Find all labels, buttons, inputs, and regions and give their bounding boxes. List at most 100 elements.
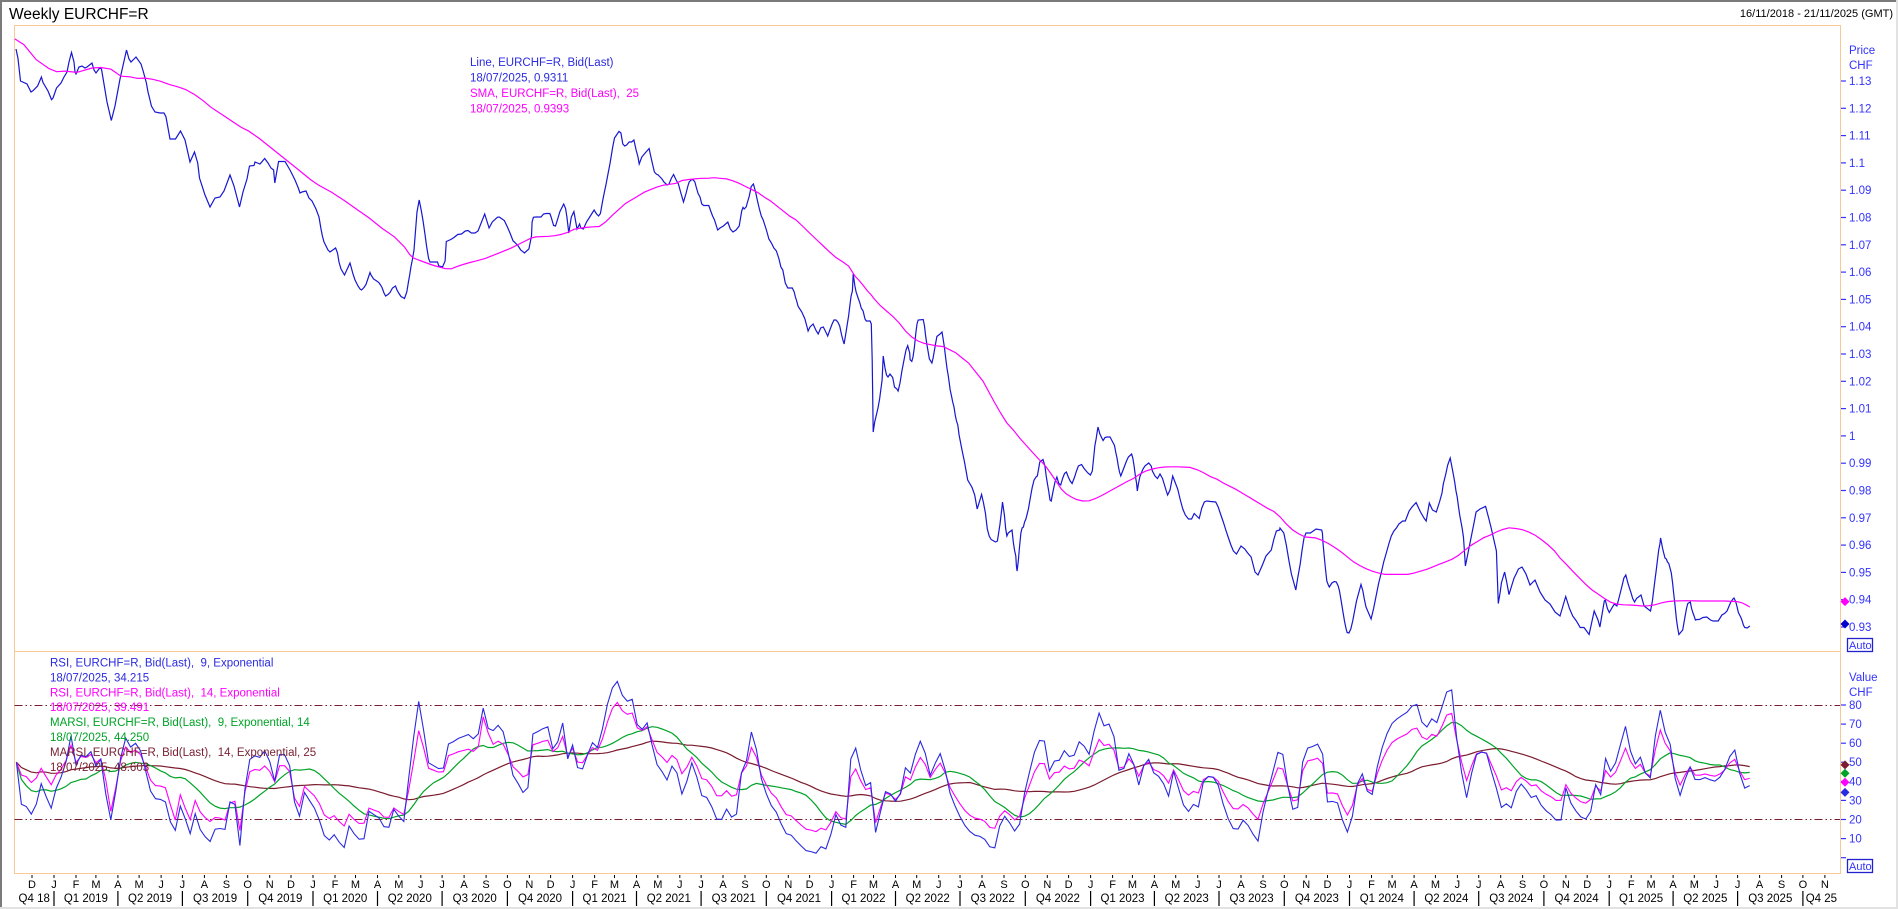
svg-text:J: J — [1476, 879, 1482, 891]
svg-text:D: D — [806, 879, 814, 891]
svg-text:18/07/2025, 0.9311: 18/07/2025, 0.9311 — [470, 73, 568, 85]
svg-text:S: S — [1000, 879, 1007, 891]
svg-text:Q2 2025: Q2 2025 — [1683, 893, 1727, 905]
svg-text:J: J — [439, 879, 445, 891]
svg-text:A: A — [1410, 879, 1418, 891]
svg-text:D: D — [1065, 879, 1073, 891]
svg-text:Q3 2024: Q3 2024 — [1489, 893, 1534, 905]
svg-text:M: M — [610, 879, 619, 891]
svg-text:A: A — [114, 879, 122, 891]
svg-text:1.03: 1.03 — [1849, 349, 1871, 361]
svg-text:1.12: 1.12 — [1849, 103, 1871, 115]
svg-text:1.08: 1.08 — [1849, 213, 1871, 225]
svg-text:F: F — [1368, 879, 1375, 891]
svg-text:N: N — [784, 879, 792, 891]
svg-text:F: F — [1109, 879, 1116, 891]
svg-text:50: 50 — [1849, 757, 1862, 769]
svg-text:O: O — [1280, 879, 1289, 891]
svg-text:Q1 2021: Q1 2021 — [583, 893, 627, 905]
svg-text:RSI, EURCHF=R, Bid(Last), 14,: RSI, EURCHF=R, Bid(Last), 14, Exponentia… — [50, 687, 280, 699]
svg-text:Q1 2019: Q1 2019 — [64, 893, 108, 905]
svg-text:Q4 18: Q4 18 — [19, 893, 50, 905]
svg-text:Q4 2021: Q4 2021 — [777, 893, 821, 905]
svg-text:M: M — [1690, 879, 1699, 891]
svg-text:CHF: CHF — [1849, 60, 1873, 72]
svg-text:20: 20 — [1849, 815, 1862, 827]
svg-text:Q1 2020: Q1 2020 — [323, 893, 367, 905]
svg-text:M: M — [912, 879, 921, 891]
svg-text:N: N — [525, 879, 533, 891]
svg-text:A: A — [633, 879, 641, 891]
svg-text:M: M — [1128, 879, 1137, 891]
svg-text:18/07/2025, 0.9393: 18/07/2025, 0.9393 — [470, 104, 569, 116]
svg-text:Q2 2022: Q2 2022 — [906, 893, 950, 905]
svg-text:J: J — [158, 879, 164, 891]
svg-text:J: J — [1714, 879, 1720, 891]
svg-text:1.06: 1.06 — [1849, 267, 1871, 279]
svg-text:0.97: 0.97 — [1849, 513, 1871, 525]
svg-text:M: M — [1171, 879, 1180, 891]
svg-text:S: S — [1778, 879, 1785, 891]
svg-text:SMA, EURCHF=R, Bid(Last), 25: SMA, EURCHF=R, Bid(Last), 25 — [470, 88, 639, 100]
svg-text:A: A — [1237, 879, 1245, 891]
svg-text:18/07/2025, 39.491: 18/07/2025, 39.491 — [50, 702, 149, 714]
svg-text:Weekly EURCHF=R: Weekly EURCHF=R — [9, 6, 149, 23]
svg-text:M: M — [394, 879, 403, 891]
svg-text:Q1 2022: Q1 2022 — [841, 893, 885, 905]
svg-text:D: D — [287, 879, 295, 891]
svg-text:A: A — [201, 879, 209, 891]
svg-text:D: D — [1583, 879, 1591, 891]
svg-text:MARSI, EURCHF=R, Bid(Last), 1: MARSI, EURCHF=R, Bid(Last), 14, Exponent… — [50, 747, 316, 759]
svg-text:Q3 2020: Q3 2020 — [453, 893, 497, 905]
svg-text:M: M — [1431, 879, 1440, 891]
svg-text:0.96: 0.96 — [1849, 540, 1871, 552]
svg-text:Line, EURCHF=R, Bid(Last): Line, EURCHF=R, Bid(Last) — [470, 57, 614, 69]
svg-text:1.13: 1.13 — [1849, 76, 1871, 88]
svg-text:1: 1 — [1849, 431, 1855, 443]
svg-text:A: A — [719, 879, 727, 891]
svg-text:1.05: 1.05 — [1849, 294, 1871, 306]
svg-text:70: 70 — [1849, 719, 1862, 731]
svg-text:M: M — [869, 879, 878, 891]
svg-text:O: O — [1799, 879, 1808, 891]
svg-text:1.1: 1.1 — [1849, 158, 1865, 170]
svg-text:O: O — [762, 879, 771, 891]
svg-text:18/07/2025, 44.250: 18/07/2025, 44.250 — [50, 732, 149, 744]
svg-text:N: N — [1821, 879, 1829, 891]
svg-text:A: A — [1756, 879, 1764, 891]
svg-text:RSI, EURCHF=R, Bid(Last), 9,: RSI, EURCHF=R, Bid(Last), 9, Exponential — [50, 658, 273, 670]
svg-text:1.02: 1.02 — [1849, 376, 1871, 388]
svg-text:A: A — [460, 879, 468, 891]
svg-text:S: S — [1519, 879, 1526, 891]
svg-text:1.07: 1.07 — [1849, 240, 1871, 252]
svg-text:N: N — [1562, 879, 1570, 891]
svg-text:Q2 2024: Q2 2024 — [1424, 893, 1469, 905]
svg-text:F: F — [1628, 879, 1635, 891]
svg-text:M: M — [1647, 879, 1656, 891]
svg-text:F: F — [332, 879, 339, 891]
svg-text:0.99: 0.99 — [1849, 458, 1871, 470]
svg-text:J: J — [829, 879, 835, 891]
svg-text:O: O — [1021, 879, 1030, 891]
svg-text:M: M — [351, 879, 360, 891]
svg-text:J: J — [936, 879, 942, 891]
svg-text:J: J — [1606, 879, 1612, 891]
svg-text:F: F — [850, 879, 857, 891]
svg-text:N: N — [1043, 879, 1051, 891]
svg-text:D: D — [547, 879, 555, 891]
svg-text:A: A — [1151, 879, 1159, 891]
svg-text:1.09: 1.09 — [1849, 185, 1871, 197]
svg-text:0.94: 0.94 — [1849, 595, 1872, 607]
svg-text:J: J — [677, 879, 683, 891]
svg-text:O: O — [243, 879, 252, 891]
svg-text:F: F — [591, 879, 598, 891]
svg-text:Q1 2025: Q1 2025 — [1619, 893, 1663, 905]
svg-text:1.01: 1.01 — [1849, 404, 1871, 416]
svg-text:J: J — [1735, 879, 1741, 891]
svg-text:J: J — [1088, 879, 1094, 891]
svg-text:Q2 2020: Q2 2020 — [388, 893, 432, 905]
svg-text:Q3 2023: Q3 2023 — [1230, 893, 1274, 905]
svg-text:A: A — [978, 879, 986, 891]
svg-text:J: J — [418, 879, 424, 891]
svg-text:CHF: CHF — [1849, 687, 1873, 699]
